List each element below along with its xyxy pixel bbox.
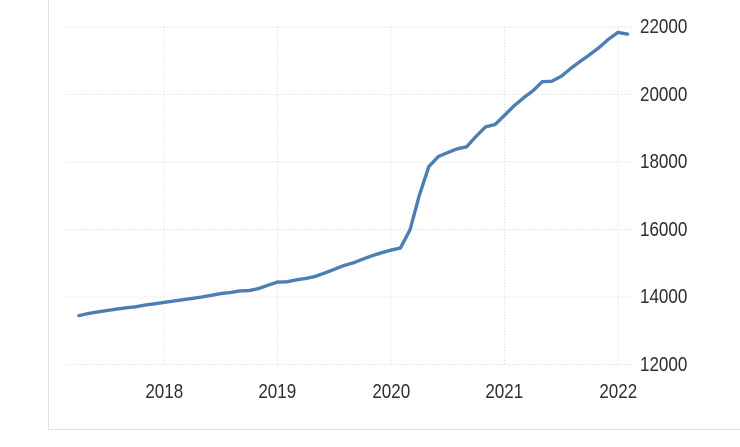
data-series-line: [77, 30, 630, 318]
y-axis-tick-text: 12000: [640, 353, 688, 376]
x-axis-tick-label: 2020: [346, 381, 436, 403]
x-axis-tick-label: 2019: [233, 381, 323, 403]
y-axis-tick-label: 20000: [640, 84, 696, 106]
y-axis-tick-text: 16000: [640, 218, 688, 241]
y-axis-tick-label: 22000: [640, 16, 696, 38]
y-axis-tick-text: 14000: [640, 286, 688, 308]
y-axis-tick-label: 12000: [640, 354, 696, 376]
x-axis-tick-text: 2019: [258, 381, 297, 403]
gridlines: [67, 26, 633, 365]
x-axis-tick-label: 2021: [460, 381, 550, 403]
y-axis-tick-label: 18000: [640, 151, 696, 173]
x-axis-tick-text: 2022: [599, 381, 637, 403]
x-axis-tick-label: 2022: [573, 381, 663, 403]
y-axis-tick-text: 20000: [640, 83, 688, 106]
x-axis-tick-text: 2021: [485, 381, 524, 403]
y-axis-tick-text: 18000: [640, 151, 688, 173]
chart-frame-left-border: [48, 0, 49, 429]
y-axis-tick-label: 14000: [640, 286, 696, 308]
x-axis-tick-text: 2018: [145, 381, 183, 403]
y-axis-tick-label: 16000: [640, 219, 696, 241]
x-axis-tick-text: 2020: [372, 381, 410, 403]
y-axis-tick-text: 22000: [640, 16, 688, 38]
chart-frame-bottom-border: [48, 429, 740, 430]
x-axis-tick-label: 2018: [119, 381, 209, 403]
